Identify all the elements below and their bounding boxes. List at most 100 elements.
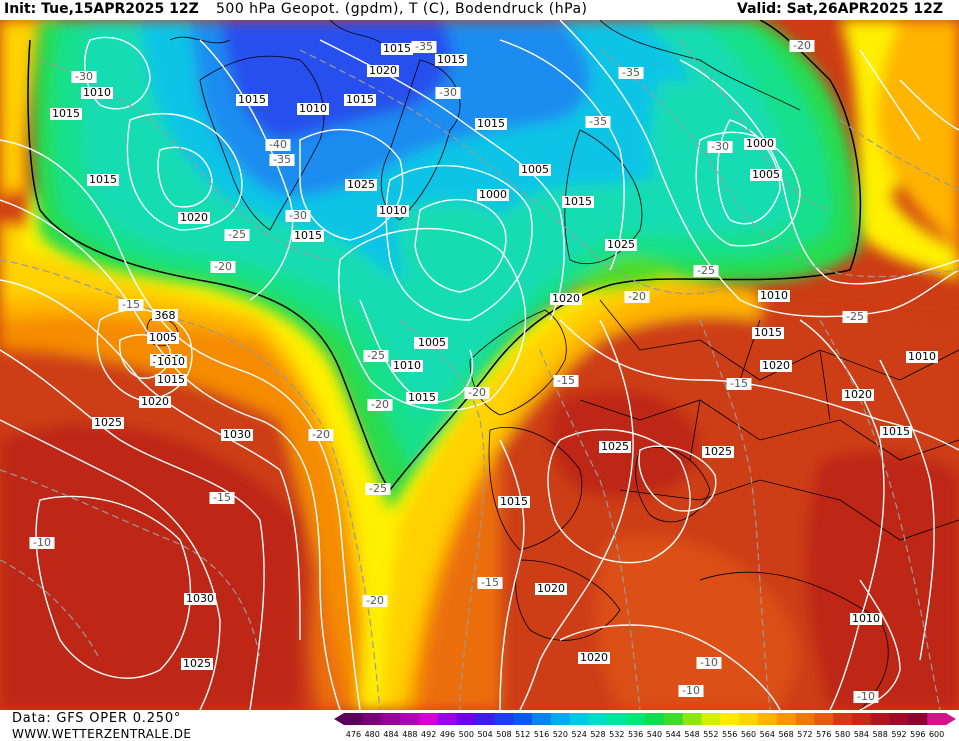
svg-text:1010: 1010 xyxy=(157,355,185,368)
legend-swatch xyxy=(438,713,458,725)
svg-text:1015: 1015 xyxy=(500,495,528,508)
legend-arrow-left xyxy=(334,713,344,725)
legend-swatch xyxy=(851,713,872,725)
temperature-label: -10 xyxy=(678,684,704,697)
isobar-label: 1020 xyxy=(842,388,874,401)
temperature-label: -40 xyxy=(265,138,291,151)
temperature-label: -25 xyxy=(365,482,391,495)
isobar-label: 1005 xyxy=(750,168,782,181)
legend-tick-label: 500 xyxy=(459,730,474,739)
isobar-label: 1015 xyxy=(435,53,467,66)
svg-text:1020: 1020 xyxy=(141,395,169,408)
svg-text:-25: -25 xyxy=(369,482,387,495)
isobar-label: 1000 xyxy=(744,137,776,150)
isobar-label: 1010 xyxy=(155,355,187,368)
coastlines xyxy=(146,20,959,710)
svg-text:-10: -10 xyxy=(682,684,700,697)
svg-text:1015: 1015 xyxy=(408,391,436,404)
isobar-label: 1025 xyxy=(181,657,213,670)
svg-text:-25: -25 xyxy=(367,349,385,362)
svg-text:1025: 1025 xyxy=(601,440,629,453)
low-pressure-marker: 368 xyxy=(152,309,178,322)
isobar-label: 1015 xyxy=(475,117,507,130)
svg-text:-10: -10 xyxy=(857,690,875,703)
isobar-label: 1015 xyxy=(498,495,530,508)
map-footer: Data: GFS OPER 0.250° WWW.WETTERZENTRALE… xyxy=(0,710,959,741)
legend-swatch xyxy=(795,713,815,725)
legend-swatch xyxy=(456,713,477,725)
isobar-label: 1010 xyxy=(850,612,882,625)
legend-swatch xyxy=(739,713,759,725)
svg-text:1020: 1020 xyxy=(180,211,208,224)
legend-swatch xyxy=(682,713,702,725)
temperature-label: -25 xyxy=(224,228,250,241)
legend-swatch xyxy=(720,713,740,725)
svg-text:-10: -10 xyxy=(700,656,718,669)
svg-text:-15: -15 xyxy=(557,374,575,387)
legend-swatch xyxy=(569,713,590,725)
svg-text:1020: 1020 xyxy=(762,359,790,372)
legend-swatch xyxy=(588,713,608,725)
svg-text:1015: 1015 xyxy=(52,107,80,120)
svg-text:-30: -30 xyxy=(75,70,93,83)
svg-text:1020: 1020 xyxy=(844,388,872,401)
isobars xyxy=(0,20,959,710)
temperature-label: -15 xyxy=(118,298,144,311)
svg-text:-35: -35 xyxy=(415,40,433,53)
temperature-label: -10 xyxy=(853,690,879,703)
svg-text:1010: 1010 xyxy=(760,289,788,302)
temperature-label: -35 xyxy=(269,153,295,166)
legend-swatch xyxy=(362,713,383,725)
isobar-label: 1015 xyxy=(344,93,376,106)
isobar-label: 1020 xyxy=(367,64,399,77)
legend-swatch xyxy=(701,713,721,725)
temperature-label: -10 xyxy=(29,536,55,549)
svg-text:-20: -20 xyxy=(468,386,486,399)
svg-text:1015: 1015 xyxy=(294,229,322,242)
legend-swatch xyxy=(757,713,778,725)
isobar-label: 1030 xyxy=(184,592,216,605)
legend-tick-label: 536 xyxy=(628,730,643,739)
svg-text:1015: 1015 xyxy=(564,195,592,208)
svg-text:1025: 1025 xyxy=(183,657,211,670)
svg-text:-25: -25 xyxy=(697,264,715,277)
svg-text:-20: -20 xyxy=(628,290,646,303)
svg-text:-15: -15 xyxy=(481,576,499,589)
svg-text:1020: 1020 xyxy=(537,582,565,595)
temperature-label: -20 xyxy=(367,398,393,411)
legend-swatch xyxy=(889,713,909,725)
svg-text:-30: -30 xyxy=(289,209,307,222)
legend-tick-label: 580 xyxy=(835,730,850,739)
temperature-label: -35 xyxy=(618,66,644,79)
weather-map: 1015101010151020101510101015101510101015… xyxy=(0,20,959,710)
svg-text:1025: 1025 xyxy=(347,178,375,191)
legend-tick-label: 592 xyxy=(891,730,906,739)
isobar-label: 1020 xyxy=(578,651,610,664)
isobar-label: 1020 xyxy=(760,359,792,372)
svg-text:1000: 1000 xyxy=(746,137,774,150)
legend-swatch xyxy=(550,713,571,725)
isobar-label: 1005 xyxy=(519,163,551,176)
svg-text:-10: -10 xyxy=(33,536,51,549)
temperature-label: -30 xyxy=(285,209,311,222)
isobar-label: 1015 xyxy=(155,373,187,386)
temperature-label: -30 xyxy=(707,140,733,153)
legend-arrow-right xyxy=(946,713,956,725)
legend-tick-label: 476 xyxy=(346,730,361,739)
temperature-label: -30 xyxy=(435,86,461,99)
isobar-label: 1015 xyxy=(50,107,82,120)
legend-swatch xyxy=(663,713,684,725)
legend-tick-label: 576 xyxy=(816,730,831,739)
isobar-label: 1025 xyxy=(345,178,377,191)
legend-tick-label: 572 xyxy=(797,730,812,739)
isobar-label: 1015 xyxy=(381,42,413,55)
legend-tick-label: 548 xyxy=(684,730,699,739)
isobar-label: 1015 xyxy=(87,173,119,186)
legend-swatch xyxy=(381,713,401,725)
svg-text:1010: 1010 xyxy=(393,359,421,372)
svg-text:1005: 1005 xyxy=(149,331,177,344)
temperature-label: -20 xyxy=(464,386,490,399)
svg-text:1000: 1000 xyxy=(479,188,507,201)
svg-text:1010: 1010 xyxy=(83,86,111,99)
legend-swatch xyxy=(833,713,853,725)
